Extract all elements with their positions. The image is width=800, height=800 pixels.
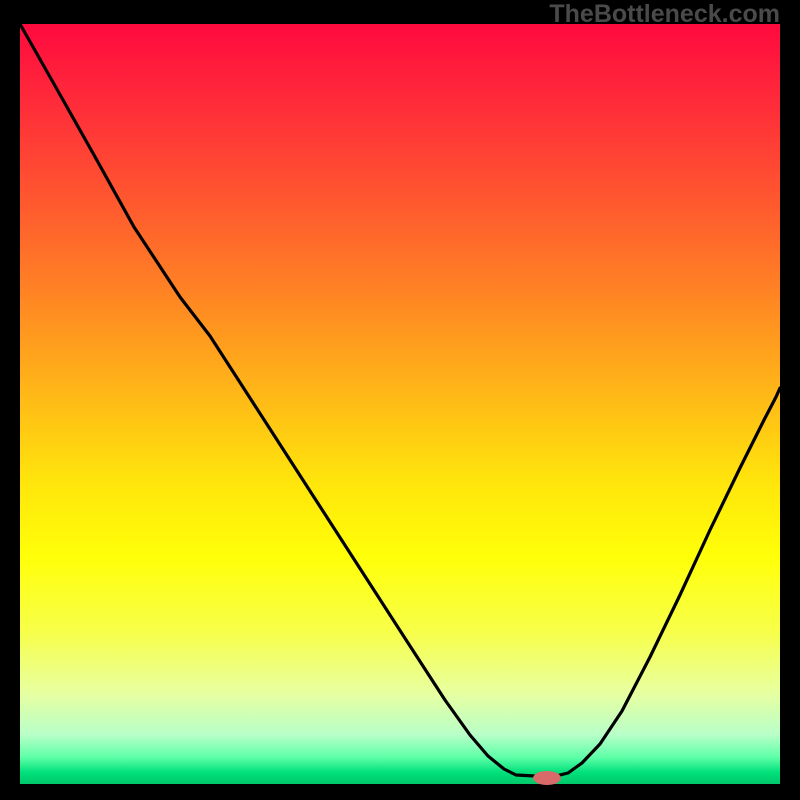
watermark-text: TheBottleneck.com <box>549 2 780 27</box>
chart-frame: TheBottleneck.com <box>0 0 800 800</box>
plot-background <box>20 24 780 784</box>
